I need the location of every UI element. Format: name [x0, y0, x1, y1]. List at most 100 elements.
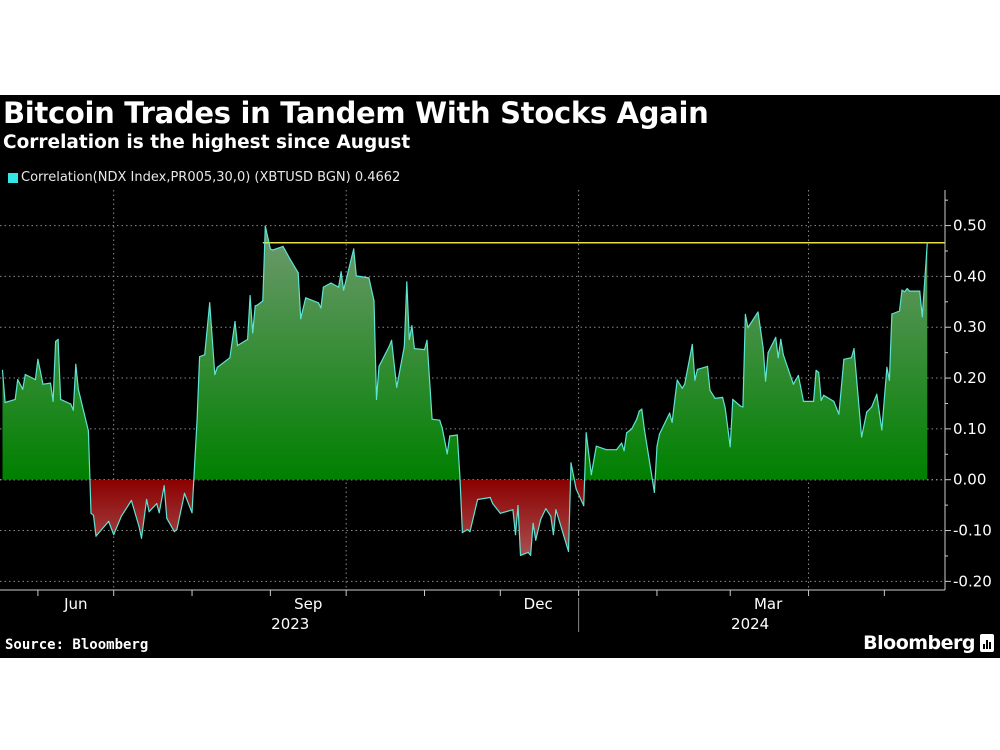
data-point: [724, 407, 726, 409]
data-point: [850, 357, 853, 359]
data-point: [330, 282, 332, 284]
data-point: [55, 340, 57, 343]
data-point: [57, 338, 59, 340]
data-point: [264, 225, 266, 227]
data-point: [681, 387, 683, 389]
data-point: [60, 398, 62, 400]
data-point: [744, 313, 747, 316]
data-point: [729, 446, 731, 448]
data-point: [411, 325, 413, 327]
data-point: [92, 514, 95, 516]
data-point: [368, 277, 370, 279]
data-point: [792, 383, 795, 385]
data-point: [621, 442, 623, 444]
data-point: [77, 388, 79, 390]
data-point: [95, 535, 97, 537]
data-point: [714, 397, 716, 399]
area-fills: [2, 226, 928, 556]
data-point: [820, 399, 822, 401]
data-point: [439, 419, 441, 421]
data-point: [34, 379, 37, 381]
data-point: [636, 418, 638, 420]
y-tick-label: 0.40: [953, 267, 986, 285]
data-point: [833, 400, 835, 402]
data-point: [130, 499, 132, 502]
data-point: [108, 520, 110, 523]
data-point: [626, 432, 628, 434]
data-point: [338, 286, 340, 288]
data-point: [343, 289, 345, 291]
bloomberg-logo: Bloomberg: [863, 632, 994, 654]
x-tick-label: Dec: [524, 595, 553, 613]
data-point: [282, 245, 284, 247]
data-point: [300, 318, 302, 320]
data-point: [138, 525, 140, 528]
data-point: [517, 505, 519, 507]
x-tick-label: Jun: [63, 595, 87, 613]
data-point: [406, 281, 408, 283]
data-point: [477, 498, 479, 501]
data-point: [87, 430, 89, 432]
data-point: [499, 512, 501, 514]
data-point: [163, 485, 165, 487]
data-point: [795, 379, 797, 381]
data-point: [166, 517, 168, 519]
legend-label: Correlation(NDX Index,PR005,30,0) (XBTUS…: [21, 170, 401, 185]
data-point: [456, 434, 458, 436]
data-point: [140, 537, 143, 539]
data-point: [199, 356, 201, 358]
data-point: [567, 550, 570, 553]
data-point: [297, 272, 299, 274]
data-point: [823, 394, 825, 396]
data-point: [550, 515, 552, 517]
data-point: [72, 409, 74, 411]
data-point: [183, 492, 186, 494]
data-point: [535, 539, 537, 541]
data-point: [722, 396, 724, 398]
data-point: [631, 428, 633, 430]
data-point: [691, 343, 693, 346]
data-point: [706, 365, 709, 367]
data-point: [317, 302, 319, 304]
data-point: [514, 534, 517, 536]
data-point: [37, 358, 39, 360]
data-point: [552, 534, 555, 536]
y-tick-label: 0.00: [953, 471, 986, 489]
data-point: [322, 286, 324, 288]
data-point: [423, 349, 426, 351]
data-point: [605, 449, 608, 451]
data-point: [272, 249, 274, 251]
data-point: [641, 408, 643, 410]
data-point: [782, 354, 784, 356]
data-point: [638, 410, 640, 412]
data-point: [739, 405, 741, 407]
data-point: [320, 307, 322, 309]
data-point: [391, 339, 393, 341]
positive-area: [2, 226, 928, 480]
data-point: [676, 379, 678, 381]
data-point: [898, 310, 901, 312]
data-point: [777, 357, 779, 359]
data-point: [555, 509, 557, 511]
data-point: [530, 554, 532, 557]
data-point: [709, 389, 711, 391]
data-point: [214, 373, 216, 376]
data-point: [888, 379, 891, 381]
data-point: [234, 321, 236, 323]
data-points: [1, 225, 928, 557]
data-point: [388, 345, 390, 348]
data-point: [876, 393, 878, 395]
x-year-label: 2024: [731, 615, 769, 633]
data-point: [694, 379, 696, 381]
data-point: [431, 418, 433, 420]
data-point: [4, 401, 6, 404]
data-point: [52, 400, 54, 402]
data-point: [861, 436, 863, 438]
data-point: [75, 363, 77, 365]
data-point: [853, 348, 855, 350]
data-point: [24, 373, 26, 376]
data-point: [247, 338, 249, 340]
data-point: [674, 400, 676, 402]
data-point: [909, 290, 911, 292]
data-point: [656, 445, 658, 447]
